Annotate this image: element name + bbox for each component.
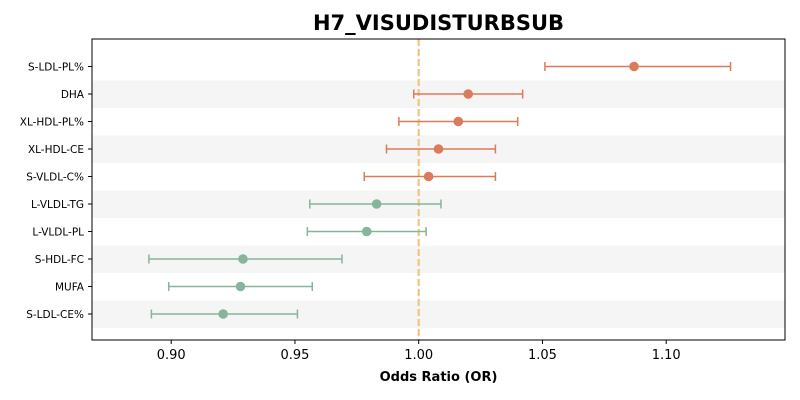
y-tick-label: S-VLDL-C% — [26, 172, 84, 184]
odds-ratio-point — [238, 254, 248, 264]
y-tick-label: DHA — [61, 89, 85, 101]
odds-ratio-point — [433, 144, 444, 154]
odds-ratio-point — [235, 281, 246, 292]
x-tick-label: 1.10 — [652, 348, 681, 363]
y-tick-label: S-LDL-PL% — [28, 62, 84, 74]
plot-frame — [91, 38, 786, 341]
chart-title: H7_VISUDISTURBSUB — [313, 11, 564, 35]
odds-ratio-point — [218, 309, 228, 319]
odds-ratio-point — [423, 171, 434, 182]
x-tick-label: 0.95 — [280, 348, 309, 363]
y-tick-label: L-VLDL-PL — [32, 227, 84, 239]
odds-ratio-point — [361, 226, 372, 237]
y-tick-label: S-LDL-CE% — [26, 309, 84, 321]
odds-ratio-point — [453, 116, 464, 127]
y-tick-label: XL-HDL-CE — [28, 144, 84, 156]
x-axis: 0.90 0.95 1.00 1.05 1.10 — [157, 340, 681, 363]
odds-ratio-point — [463, 89, 474, 99]
y-tick-label: MUFA — [55, 282, 85, 294]
x-tick-label: 1.05 — [528, 348, 557, 363]
y-tick-label: S-HDL-FC — [35, 254, 84, 266]
y-tick-label: XL-HDL-PL% — [20, 117, 84, 129]
odds-ratio-point — [371, 199, 382, 209]
odds-ratio-marks — [148, 61, 732, 319]
odds-ratio-point — [629, 61, 639, 72]
x-tick-label: 1.00 — [404, 348, 433, 363]
x-tick-label: 0.90 — [157, 348, 186, 363]
y-tick-label: L-VLDL-TG — [31, 199, 84, 211]
y-axis: S-LDL-PL% DHA XL-HDL-PL% XL-HDL-CE S-VLDL-C%… — [20, 62, 92, 321]
x-axis-label: Odds Ratio (OR) — [380, 370, 498, 385]
